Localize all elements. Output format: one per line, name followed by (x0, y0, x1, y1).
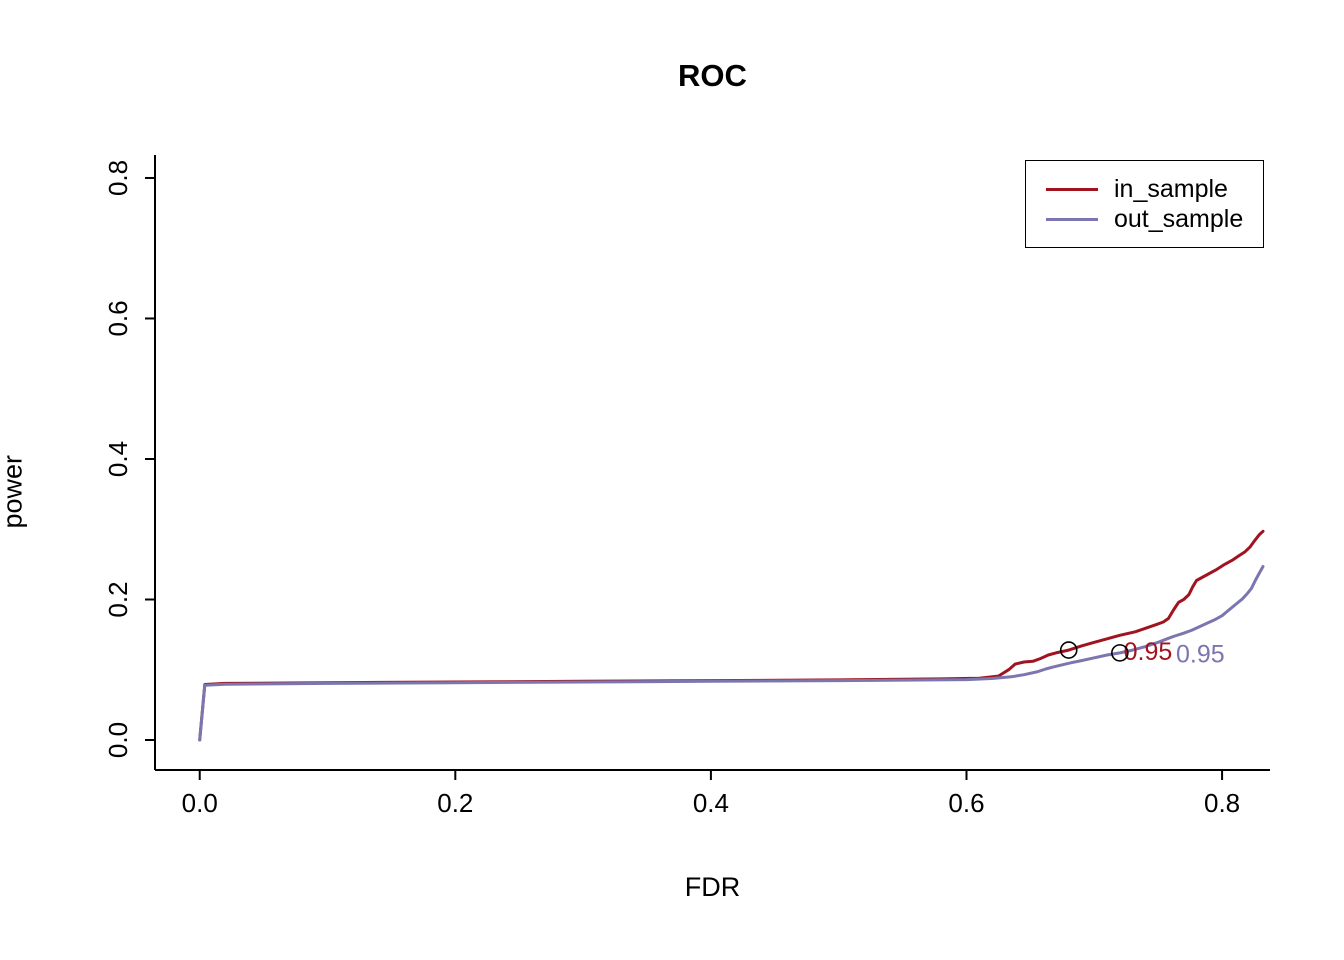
legend-item-in-sample: in_sample (1026, 174, 1263, 204)
legend: in_sample out_sample (1025, 160, 1264, 248)
y-tick-label: 0.2 (103, 581, 133, 617)
x-tick-label: 0.8 (1204, 788, 1240, 818)
legend-line-sample-in-sample (1046, 187, 1098, 191)
x-tick-label: 0.4 (693, 788, 729, 818)
y-tick-label: 0.8 (103, 160, 133, 196)
x-tick-label: 0.0 (182, 788, 218, 818)
y-tick-label: 0.0 (103, 722, 133, 758)
x-tick-label: 0.6 (948, 788, 984, 818)
series-line-out_sample (198, 565, 1265, 742)
y-tick-label: 0.6 (103, 300, 133, 336)
legend-label-in-sample: in_sample (1114, 174, 1228, 203)
x-tick-label: 0.2 (437, 788, 473, 818)
chart-title: ROC (678, 58, 747, 93)
threshold-label-out_sample: 0.95 (1176, 640, 1225, 668)
legend-item-out-sample: out_sample (1026, 204, 1263, 234)
threshold-label-in_sample: 0.95 (1124, 638, 1173, 666)
series-line-in_sample (198, 529, 1265, 742)
y-tick-label: 0.4 (103, 441, 133, 477)
y-axis-title-text: power (0, 454, 27, 529)
legend-label-out-sample: out_sample (1114, 204, 1244, 233)
x-axis-title: FDR (684, 872, 741, 902)
threshold-marker-in_sample (1059, 641, 1078, 659)
threshold-marker-out_sample (1111, 644, 1129, 662)
legend-line-sample-out-sample (1046, 217, 1098, 221)
